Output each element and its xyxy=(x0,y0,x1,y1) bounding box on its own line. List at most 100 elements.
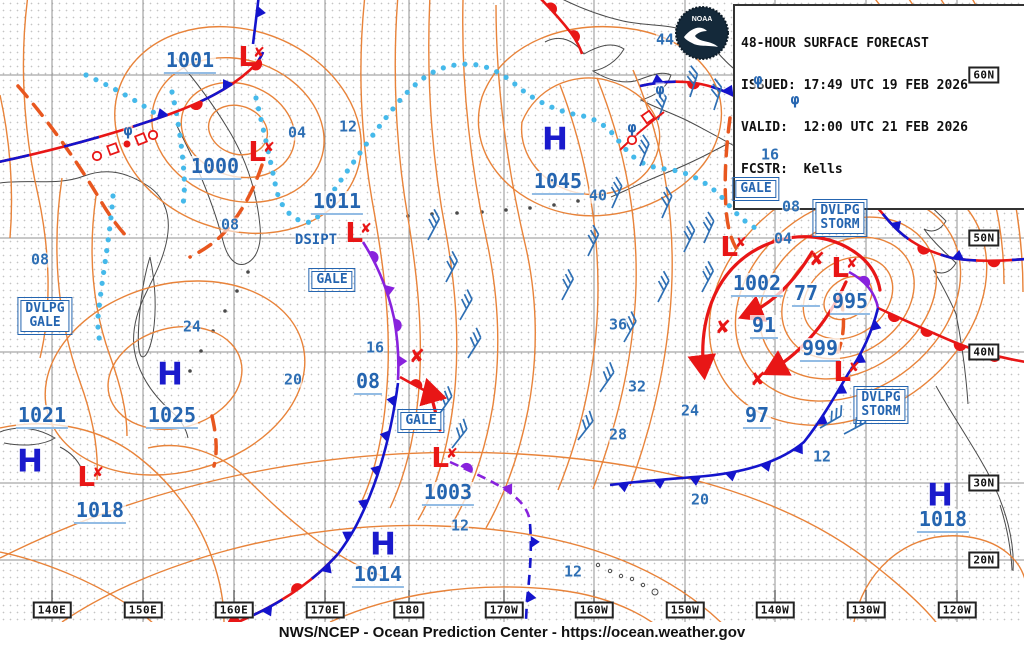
isobar-label-12: 12 xyxy=(812,447,832,466)
ice-edge-dot xyxy=(404,89,410,95)
ice-edge-dot xyxy=(95,313,101,319)
ice-edge-dot xyxy=(103,81,109,88)
front-triangle xyxy=(651,73,664,84)
frontolysis-symbol-3: φ xyxy=(753,70,763,89)
frontolysis-symbol-4: φ xyxy=(790,90,800,109)
noaa-bird-glyph xyxy=(684,27,718,47)
title-line-1: 48-HOUR SURFACE FORECAST xyxy=(741,36,929,51)
isobar xyxy=(417,0,458,521)
pressure-label-97: 97 xyxy=(742,403,772,429)
hazard-box-gale-south: GALE xyxy=(397,409,445,433)
ice-edge-dot xyxy=(357,150,363,156)
front-triangle xyxy=(398,355,408,368)
trough-line xyxy=(723,116,738,250)
hazard-box-gale-central: GALE xyxy=(308,268,356,292)
hawaiian-island xyxy=(607,568,613,574)
ice-edge-dot xyxy=(421,75,427,81)
ice-edge-dot xyxy=(430,69,436,75)
ice-edge-dot xyxy=(260,127,267,133)
latitude-label-20N: 20N xyxy=(968,551,1000,569)
high-center-1: H xyxy=(542,121,568,158)
forecast-map-area: NOAA 48-HOUR SURFACE FORECAST ISSUED: 17… xyxy=(0,0,1024,622)
low-center-1: L✘ xyxy=(248,135,275,168)
ice-edge-dot xyxy=(104,248,110,254)
low-center-7: L✘ xyxy=(833,355,860,388)
ice-edge-dot xyxy=(279,201,285,208)
front-triangle xyxy=(156,108,169,119)
isobar-ring-low xyxy=(781,236,915,360)
cold-front-ne xyxy=(609,307,880,487)
wind-barb xyxy=(451,418,468,449)
noaa-logo-text: NOAA xyxy=(692,16,713,23)
hazard-box-gale-east: GALE xyxy=(732,177,780,201)
isobar xyxy=(389,0,422,509)
wind-barb xyxy=(467,327,482,359)
ice-edge-dot xyxy=(132,97,138,104)
wind-barb xyxy=(657,270,670,303)
hawaiian-island xyxy=(618,573,624,579)
ice-edge-dot xyxy=(315,214,321,220)
title-line-3: VALID: 12:00 UTC 21 FEB 2026 xyxy=(741,120,968,135)
ice-edge-dot xyxy=(181,187,187,193)
title-line-4: FCSTR: Kells xyxy=(741,162,843,177)
ice-edge-dot xyxy=(344,168,350,174)
front-triangle xyxy=(370,465,381,477)
front-semicircle xyxy=(460,462,473,473)
ice-edge-dot xyxy=(178,143,184,149)
ice-edge-dot xyxy=(108,215,114,221)
ice-edge-dot xyxy=(180,165,187,171)
front-semicircle xyxy=(369,251,379,264)
isobar-label-32: 32 xyxy=(627,377,647,396)
stationary-front-sw-cold-segments xyxy=(234,553,339,622)
ice-edge-dot xyxy=(98,291,104,297)
ice-edge-dot xyxy=(672,167,678,174)
ice-edge-dot xyxy=(112,87,119,93)
isobar xyxy=(359,0,389,506)
ice-edge-dot xyxy=(549,104,555,110)
longitude-label-150E: 150E xyxy=(123,601,163,619)
isobar-label-04: 04 xyxy=(287,123,307,142)
ice-edge-dot xyxy=(105,237,111,243)
front-triangle xyxy=(653,479,666,489)
isobar xyxy=(629,69,673,487)
ice-edge-dot xyxy=(99,280,105,286)
isobar-ring-nw-low xyxy=(114,25,362,235)
wind-barb xyxy=(660,186,673,219)
footer-caption: NWS/NCEP - Ocean Prediction Center - htt… xyxy=(278,624,746,641)
aleutian-island xyxy=(576,199,580,203)
low-center-6: L✘ xyxy=(831,251,858,284)
front-semicircle xyxy=(291,583,303,594)
front-triangle xyxy=(502,483,513,495)
forecast-title-block: 48-HOUR SURFACE FORECAST ISSUED: 17:49 U… xyxy=(733,4,1024,210)
front-semicircle xyxy=(917,245,930,255)
high-center-2: H xyxy=(17,443,43,480)
ice-edge-dot xyxy=(275,191,281,198)
ice-edge-dot xyxy=(268,159,274,165)
occluded-front-dashed xyxy=(449,460,532,523)
coastline xyxy=(0,427,56,446)
front-triangle xyxy=(760,461,772,472)
longitude-label-160W: 160W xyxy=(574,601,614,619)
ice-edge-dot xyxy=(650,164,656,170)
front-triangle xyxy=(342,531,354,542)
hazard-box-dvlpg-storm-north: DVLPG STORM xyxy=(812,199,868,237)
front-semicircle xyxy=(410,379,423,389)
pressure-label-77: 77 xyxy=(791,281,821,307)
isobar-label-16: 16 xyxy=(760,145,780,164)
front-triangle xyxy=(952,249,964,260)
ice-edge-dot xyxy=(107,226,113,232)
front-triangle xyxy=(386,394,397,407)
pressure-label-91: 91 xyxy=(749,313,779,339)
low-center-2: L✘ xyxy=(345,216,372,249)
ice-edge-dot xyxy=(95,324,101,330)
ice-edge-dot xyxy=(512,81,518,87)
wind-barb xyxy=(701,260,715,293)
wind-barb xyxy=(459,289,473,321)
isobar xyxy=(557,84,599,491)
isobar-label-04: 04 xyxy=(773,229,793,248)
front-triangle xyxy=(817,414,828,425)
ice-edge-dot xyxy=(141,103,147,109)
latitude-label-40N: 40N xyxy=(968,343,1000,361)
front-triangle xyxy=(530,535,540,548)
ice-edge-dot xyxy=(338,177,344,183)
